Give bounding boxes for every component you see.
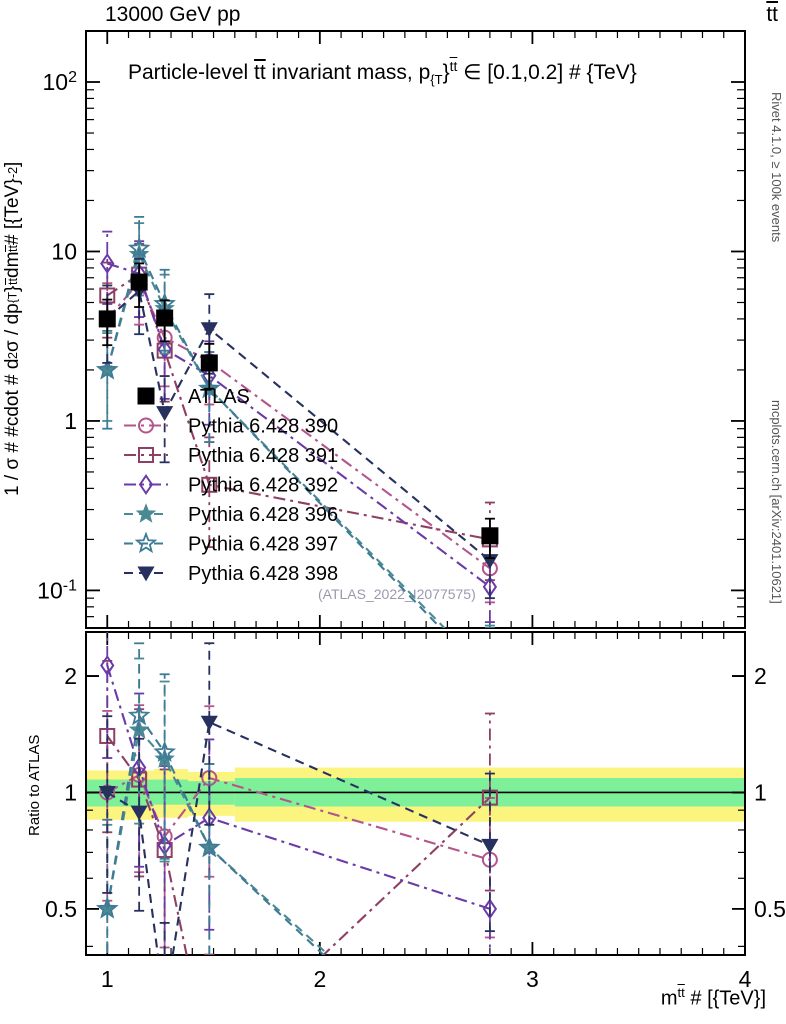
data-point-marker	[482, 898, 498, 920]
y-tick-label-ratio-right-0: 2	[754, 663, 767, 689]
data-point-marker	[197, 376, 221, 399]
y-tick-label-ratio-left-1: 1	[64, 779, 77, 805]
beam-energy-label: 13000 GeV pp	[105, 3, 241, 26]
legend-marker-pythia-6-428-396	[135, 503, 157, 523]
legend: ATLAS Pythia 6.428 390 Pythia 6.428 391 Pyt…	[124, 386, 338, 585]
legend-marker-atlas	[137, 387, 155, 405]
data-point-marker	[481, 670, 499, 687]
legend-marker-pythia-6-428-398	[137, 566, 155, 582]
data-point-marker	[157, 338, 172, 360]
data-point-marker	[481, 527, 499, 545]
data-point-marker	[156, 309, 174, 327]
y-tick-label-ratio-right-1: 1	[754, 779, 767, 805]
x-tick-label-3: 3	[526, 966, 539, 992]
mcplots-source-label: mcplots.cern.ch [arXiv:2401.10621]	[769, 400, 784, 604]
ratio-series-pythia-6-428-397	[95, 642, 326, 955]
data-point-marker	[156, 406, 174, 421]
data-point-marker	[481, 665, 499, 682]
x-tick-label-1: 1	[101, 966, 114, 992]
legend-label-pythia-6-428-391: Pythia 6.428 391	[188, 445, 338, 467]
legend-label-pythia-6-428-390: Pythia 6.428 390	[188, 416, 338, 438]
legend-label-pythia-6-428-397: Pythia 6.428 397	[188, 534, 338, 556]
data-point-marker	[98, 310, 116, 328]
ratio-series-pythia-6-428-390	[99, 704, 498, 949]
legend-label-atlas: ATLAS	[188, 386, 250, 408]
data-point-marker	[200, 354, 218, 372]
data-point-marker	[130, 273, 148, 291]
data-point-marker	[95, 896, 119, 919]
y-tick-label-ratio-right-2: 0.5	[754, 896, 786, 922]
x-tick-label-2: 2	[313, 966, 326, 992]
data-point-marker	[153, 740, 177, 763]
data-point-marker	[98, 786, 116, 801]
data-point-marker	[201, 476, 218, 493]
main-panel-frame	[85, 30, 746, 629]
ratio-series-pythia-6-428-398	[98, 642, 499, 1013]
data-point-marker	[100, 252, 115, 274]
rivet-version-label: Rivet 4.1.0, ≥ 100k events	[769, 92, 784, 243]
y-tick-label-ratio-left-0: 2	[64, 663, 77, 689]
main-series-atlas	[98, 262, 499, 560]
data-point-marker	[197, 835, 221, 858]
legend-marker-pythia-6-428-391	[138, 447, 154, 463]
legend-marker-pythia-6-428-392	[138, 473, 154, 496]
data-point-marker	[200, 322, 218, 338]
x-axis-label: mtt # [{TeV}]	[660, 985, 766, 1010]
data-point-marker	[127, 236, 151, 259]
legend-label-pythia-6-428-396: Pythia 6.428 396	[188, 504, 338, 526]
y-tick-label-main-0: 102	[43, 69, 78, 95]
data-point-marker	[100, 654, 115, 677]
data-point-marker	[157, 1000, 172, 1013]
data-point-marker	[127, 703, 151, 726]
plot-title: Particle-level tt invariant mass, p{T}tt…	[128, 58, 637, 88]
legend-label-pythia-6-428-398: Pythia 6.428 398	[188, 563, 338, 585]
y-tick-label-main-2: 1	[64, 408, 77, 434]
legend-marker-pythia-6-428-390	[138, 417, 154, 434]
legend-label-pythia-6-428-392: Pythia 6.428 392	[188, 475, 338, 497]
legend-marker-pythia-6-428-397	[134, 531, 158, 554]
y-tick-label-main-1: 10	[51, 238, 77, 264]
analysis-id-watermark: (ATLAS_2022_I2077575)	[318, 586, 476, 602]
data-point-marker	[481, 838, 499, 854]
data-point-marker	[200, 715, 218, 731]
x-tick-label-4: 4	[739, 966, 752, 992]
data-point-marker	[130, 805, 148, 821]
y-tick-label-main-3: 10-1	[37, 577, 77, 603]
process-label: tt	[766, 3, 778, 26]
data-point-marker	[95, 357, 119, 380]
y-tick-label-ratio-left-2: 0.5	[45, 896, 77, 922]
